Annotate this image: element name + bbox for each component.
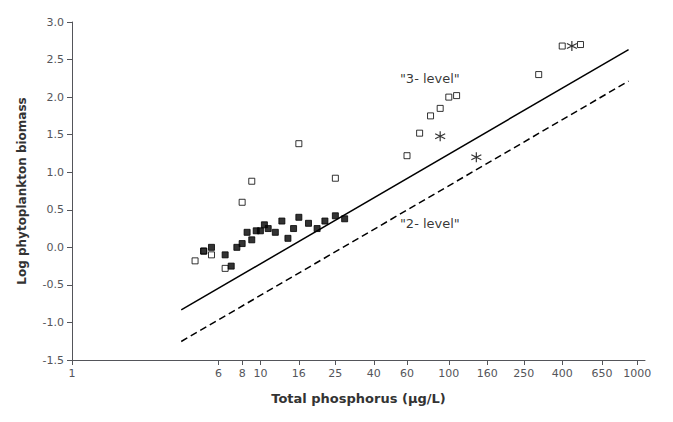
svg-text:2.0: 2.0 — [47, 91, 65, 104]
svg-text:250: 250 — [513, 367, 534, 380]
svg-text:100: 100 — [438, 367, 459, 380]
svg-text:-0.5: -0.5 — [43, 278, 64, 291]
svg-text:1.0: 1.0 — [47, 166, 65, 179]
svg-text:160: 160 — [477, 367, 498, 380]
svg-text:Log phytoplankton biomass: Log phytoplankton biomass — [15, 97, 29, 284]
svg-text:60: 60 — [400, 367, 414, 380]
svg-text:1.5: 1.5 — [47, 128, 65, 141]
svg-text:25: 25 — [328, 367, 342, 380]
svg-text:400: 400 — [552, 367, 573, 380]
svg-text:0.0: 0.0 — [47, 241, 65, 254]
svg-text:8: 8 — [239, 367, 246, 380]
svg-text:3.0: 3.0 — [47, 16, 65, 29]
svg-text:6: 6 — [215, 367, 222, 380]
svg-text:10: 10 — [253, 367, 267, 380]
svg-text:Total phosphorus (μg/L): Total phosphorus (μg/L) — [271, 391, 445, 406]
svg-text:"3- level": "3- level" — [400, 71, 460, 86]
svg-text:-1.0: -1.0 — [43, 316, 64, 329]
svg-text:16: 16 — [292, 367, 306, 380]
svg-text:650: 650 — [591, 367, 612, 380]
svg-text:0.5: 0.5 — [47, 203, 65, 216]
svg-text:1000: 1000 — [623, 367, 651, 380]
svg-text:1: 1 — [69, 367, 76, 380]
svg-text:"2- level": "2- level" — [400, 216, 460, 231]
svg-text:40: 40 — [367, 367, 381, 380]
svg-text:-1.5: -1.5 — [43, 354, 64, 367]
svg-text:2.5: 2.5 — [47, 53, 65, 66]
